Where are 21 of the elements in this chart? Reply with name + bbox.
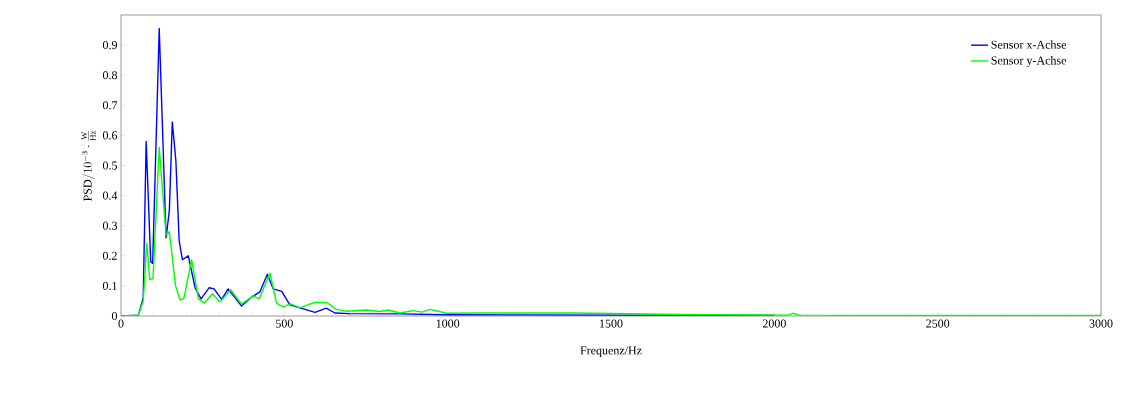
x-axis-title: Frequenz/Hz <box>580 346 642 357</box>
x-tick-label: 1500 <box>600 319 623 328</box>
y-tick-label: 0.7 <box>102 101 118 110</box>
x-tick-label: 2500 <box>926 319 950 328</box>
x-tick-label: 1000 <box>436 319 460 328</box>
y-tick-label: 0.3 <box>102 221 118 230</box>
y-tick-label: 0.1 <box>102 281 117 290</box>
y-tick-label: 0.9 <box>102 41 117 50</box>
y-tick-label: 0 <box>111 311 118 321</box>
y-tick-label: 0.6 <box>102 131 118 140</box>
y-tick-label: 0.2 <box>102 251 117 260</box>
x-tick-label: 0 <box>118 319 124 328</box>
y-tick-label: 0.5 <box>102 161 118 170</box>
y-tick-label: 0.8 <box>102 71 118 80</box>
x-tick-label: 500 <box>276 319 293 328</box>
y-tick-label: 0.4 <box>102 191 118 200</box>
x-tick-label: 2000 <box>762 319 786 328</box>
y-axis-title: $\mathrm{PSD}/10^{-3}\cdot\frac{\mathrm{W}}{\mathrm{Hz}}$ <box>81 130 96 202</box>
x-tick-label: 3000 <box>1089 319 1113 328</box>
legend-label: Sensor x-Achse <box>991 40 1067 49</box>
legend-label: Sensor y-Achse <box>991 56 1067 67</box>
